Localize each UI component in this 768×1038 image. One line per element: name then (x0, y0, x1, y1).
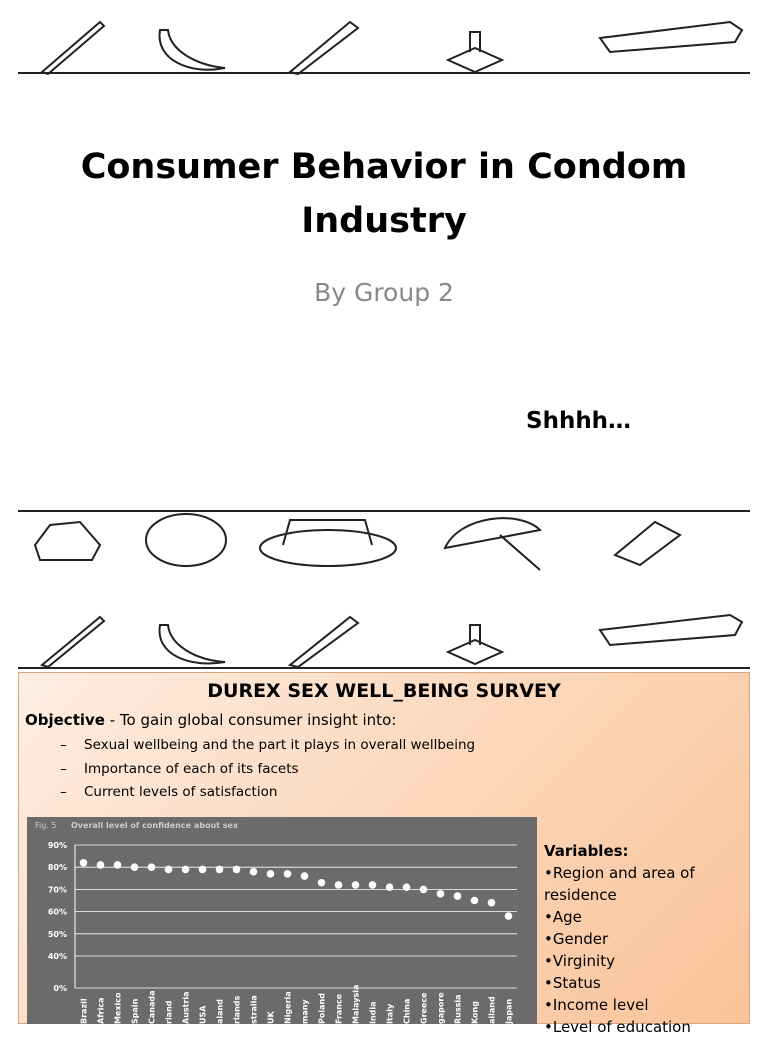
point (317, 878, 326, 887)
y-tick-label: 70% (48, 885, 67, 894)
x-tick-label: many (301, 999, 310, 1024)
point (453, 892, 462, 900)
bullet: Importance of each of its facets (84, 760, 299, 777)
variable: •Gender (544, 930, 609, 948)
x-tick-label: Japan (505, 999, 514, 1025)
y-tick-label: 40% (48, 952, 67, 961)
x-tick-label: ailand (488, 996, 497, 1024)
objective-label: Objective (25, 711, 105, 729)
point (487, 898, 496, 907)
x-tick-label: Greece (420, 992, 429, 1024)
bullet-dash: – (60, 737, 67, 753)
x-tick-label: France (335, 993, 344, 1024)
x-tick-label: Canada (148, 991, 157, 1025)
variable: •Income level (544, 996, 649, 1014)
bullet-dash: – (60, 784, 67, 800)
x-tick-label: rland (165, 1000, 174, 1024)
chart: Fig. 5 Overall level of confidence about… (27, 817, 537, 1024)
y-tick-label: 80% (48, 863, 67, 872)
x-tick-label: stralia (250, 995, 259, 1024)
point (147, 863, 156, 871)
variable: •Age (544, 908, 582, 926)
x-tick-label: rlands (233, 995, 242, 1024)
bullet: Sexual wellbeing and the part it plays i… (84, 737, 476, 753)
point (368, 881, 377, 889)
point (419, 885, 428, 894)
y-tick-label: 50% (48, 930, 67, 939)
point (215, 865, 224, 874)
subtitle: By Group 2 (314, 278, 454, 307)
point (470, 896, 479, 905)
x-tick-label: Africa (97, 998, 106, 1025)
point (504, 912, 513, 920)
point (198, 865, 207, 874)
x-tick-label: Italy (386, 1003, 395, 1024)
x-tick-label: Brazil (80, 998, 89, 1024)
x-tick-label: China (403, 999, 412, 1024)
x-tick-label: Russia (454, 994, 463, 1024)
point (130, 863, 139, 871)
x-tick-label: UK (267, 1011, 276, 1024)
variables-label: Variables: (544, 842, 629, 860)
icon-strips (18, 20, 750, 669)
heading: DUREX SEX WELL_BEING SURVEY (207, 680, 561, 702)
point (266, 870, 275, 878)
objective-text: - To gain global consumer insight into: (104, 711, 397, 729)
point (283, 870, 292, 878)
variable: •Status (544, 974, 601, 992)
y-tick-label: 90% (48, 841, 67, 850)
point (334, 881, 343, 889)
x-tick-label: Kong (471, 1001, 480, 1024)
x-tick-label: USA (199, 1005, 208, 1024)
variables: Variables: •Region and area of residence •… (544, 840, 714, 1038)
note: Shhhh… (526, 408, 632, 434)
point (249, 867, 258, 876)
x-tick-label: Poland (318, 993, 327, 1024)
chart-title: Overall level of confidence about sex (71, 821, 239, 830)
point (232, 865, 241, 874)
y-tick-label: 60% (48, 908, 67, 917)
point (181, 865, 190, 874)
point (300, 872, 309, 880)
variable: •Level of education (544, 1018, 691, 1036)
fig-label: Fig. 5 (35, 821, 57, 830)
icons-middle (33, 513, 682, 571)
x-tick-label: India (369, 1001, 378, 1024)
x-tick-label: aland (216, 999, 225, 1024)
point (385, 883, 394, 891)
objective: Objective - To gain global consumer insi… (25, 711, 396, 729)
icons-bottom (39, 613, 744, 669)
point (96, 861, 105, 869)
x-tick-label: Austria (182, 991, 191, 1024)
point (113, 861, 122, 869)
chart-bg (27, 817, 537, 1024)
point (402, 883, 411, 891)
x-tick-label: Nigeria (284, 991, 293, 1024)
x-tick-label: Mexico (114, 992, 123, 1024)
bullet-dash: – (60, 760, 67, 777)
y-tick-label: 0% (53, 984, 67, 993)
point (79, 858, 88, 867)
x-tick-label: Malaysia (352, 985, 361, 1024)
variable: •Region and area of residence (544, 864, 695, 904)
title: Consumer Behavior in Condom Industry (80, 147, 688, 241)
icons-top (40, 20, 744, 76)
point (351, 881, 360, 889)
x-tick-label: gapore (437, 992, 446, 1024)
point (436, 890, 445, 898)
point (164, 865, 173, 874)
bullet: Current levels of satisfaction (84, 784, 278, 800)
variable: •Virginity (544, 952, 615, 970)
x-tick-label: Spain (131, 998, 140, 1024)
